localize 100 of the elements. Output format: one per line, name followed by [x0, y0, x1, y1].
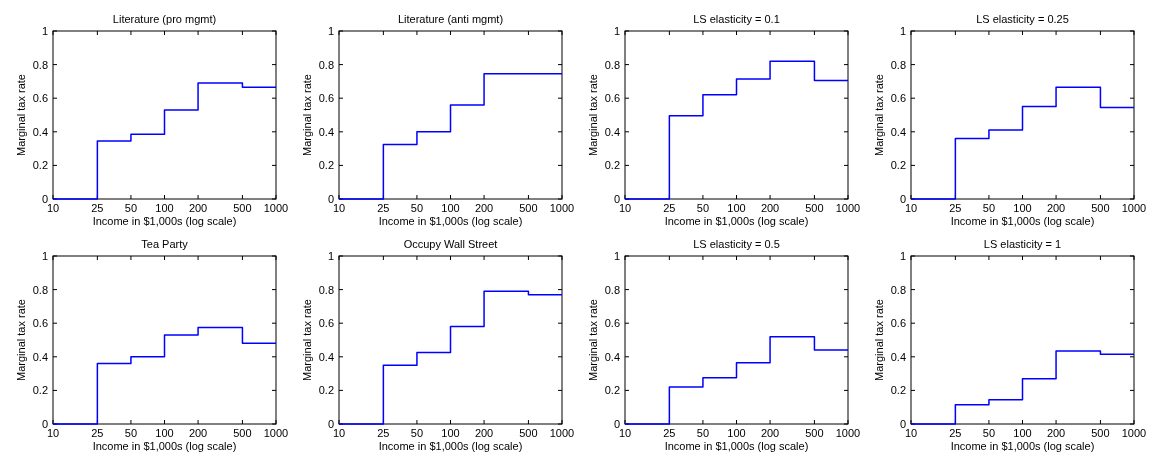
y-tick-label: 0: [327, 418, 334, 430]
x-tick-label: 100: [441, 202, 460, 214]
y-tick-label: 0.2: [318, 159, 334, 172]
y-tick-label: 0: [613, 193, 620, 205]
x-tick-label: 100: [727, 202, 746, 214]
y-axis-title: Marginal tax rate: [15, 74, 27, 156]
x-axis-title: Income in $1,000s (log scale): [664, 215, 809, 227]
y-axis-title: Marginal tax rate: [587, 74, 599, 156]
y-tick-label: 1: [899, 25, 906, 37]
y-tick-label: 0.8: [604, 283, 620, 296]
y-tick-label: 0: [41, 418, 48, 430]
x-tick-label: 1000: [835, 202, 861, 214]
x-tick-label: 10: [332, 427, 346, 439]
x-tick-label: 500: [519, 427, 538, 439]
x-tick-label: 25: [91, 202, 104, 214]
x-tick-label: 25: [949, 427, 962, 439]
x-tick-label: 500: [519, 202, 538, 214]
x-tick-label: 1000: [549, 427, 575, 439]
x-tick-label: 10: [332, 202, 346, 214]
chart-title: Literature (anti mgmt): [397, 13, 504, 25]
y-tick-label: 0.2: [890, 384, 906, 397]
y-tick-label: 0.2: [604, 159, 620, 172]
x-tick-label: 25: [377, 202, 390, 214]
x-tick-label: 100: [1013, 202, 1032, 214]
y-tick-label: 0.2: [890, 159, 906, 172]
y-tick-label: 0.6: [890, 317, 906, 330]
x-tick-label: 200: [760, 202, 780, 214]
x-tick-label: 100: [441, 427, 460, 439]
x-tick-label: 50: [982, 427, 996, 439]
y-tick-label: 0: [899, 193, 906, 205]
y-tick-label: 0.8: [890, 283, 906, 296]
y-tick-label: 0.8: [318, 58, 334, 71]
y-tick-label: 1: [613, 25, 620, 37]
x-tick-label: 50: [696, 202, 710, 214]
x-tick-label: 25: [663, 202, 676, 214]
x-tick-label: 1000: [1121, 427, 1147, 439]
chart-title: Literature (pro mgmt): [112, 13, 217, 25]
x-tick-label: 1000: [263, 427, 289, 439]
y-tick-label: 0: [41, 193, 48, 205]
x-tick-label: 1000: [835, 427, 861, 439]
x-tick-label: 200: [188, 202, 208, 214]
x-tick-label: 500: [1091, 427, 1110, 439]
x-tick-label: 100: [1013, 427, 1032, 439]
y-tick-label: 0.6: [604, 92, 620, 105]
x-tick-label: 200: [760, 427, 780, 439]
x-tick-label: 10: [904, 427, 918, 439]
y-tick-label: 1: [613, 250, 620, 262]
x-tick-label: 500: [233, 202, 252, 214]
x-tick-label: 50: [124, 427, 138, 439]
x-tick-label: 10: [618, 427, 632, 439]
y-tick-label: 0: [613, 418, 620, 430]
y-tick-label: 0.8: [890, 58, 906, 71]
chart-title: LS elasticity = 0.5: [693, 238, 780, 250]
y-tick-label: 0.4: [890, 350, 906, 363]
chart-title: LS elasticity = 1: [983, 238, 1062, 250]
y-tick-label: 0.6: [32, 92, 48, 105]
y-tick-label: 0.4: [890, 125, 906, 138]
x-tick-label: 50: [982, 202, 996, 214]
x-tick-label: 10: [618, 202, 632, 214]
y-axis-title: Marginal tax rate: [15, 299, 27, 381]
y-tick-label: 0.8: [32, 283, 48, 296]
x-tick-label: 200: [1046, 202, 1066, 214]
y-axis-title: Marginal tax rate: [873, 74, 885, 156]
y-tick-label: 0.6: [318, 317, 334, 330]
y-tick-label: 0.6: [318, 92, 334, 105]
x-tick-label: 50: [124, 202, 138, 214]
y-tick-label: 0.4: [32, 125, 48, 138]
x-tick-label: 200: [188, 427, 208, 439]
y-tick-label: 0.4: [318, 350, 334, 363]
y-tick-label: 0.6: [890, 92, 906, 105]
x-tick-label: 10: [46, 427, 60, 439]
y-axis-title: Marginal tax rate: [873, 299, 885, 381]
y-tick-label: 0: [899, 418, 906, 430]
x-tick-label: 50: [696, 427, 710, 439]
y-tick-label: 0.6: [604, 317, 620, 330]
y-tick-label: 0.8: [604, 58, 620, 71]
y-tick-label: 0.4: [604, 125, 620, 138]
x-tick-label: 100: [727, 427, 746, 439]
x-tick-label: 500: [805, 202, 824, 214]
x-axis-title: Income in $1,000s (log scale): [664, 440, 809, 452]
x-tick-label: 10: [904, 202, 918, 214]
x-axis-title: Income in $1,000s (log scale): [378, 440, 523, 452]
y-tick-label: 0.2: [32, 159, 48, 172]
y-tick-label: 0.4: [604, 350, 620, 363]
x-axis-title: Income in $1,000s (log scale): [950, 440, 1095, 452]
chart-title: LS elasticity = 0.1: [693, 13, 780, 25]
y-tick-label: 0.4: [318, 125, 334, 138]
chart-title: Tea Party: [141, 238, 189, 250]
x-tick-label: 200: [474, 427, 494, 439]
y-tick-label: 0: [327, 193, 334, 205]
x-tick-label: 50: [410, 427, 424, 439]
y-tick-label: 1: [899, 250, 906, 262]
x-tick-label: 1000: [263, 202, 289, 214]
x-axis-title: Income in $1,000s (log scale): [378, 215, 523, 227]
x-tick-label: 500: [1091, 202, 1110, 214]
x-tick-label: 500: [233, 427, 252, 439]
x-tick-label: 25: [949, 202, 962, 214]
x-tick-label: 25: [377, 427, 390, 439]
x-tick-label: 100: [155, 427, 174, 439]
y-tick-label: 0.8: [318, 283, 334, 296]
